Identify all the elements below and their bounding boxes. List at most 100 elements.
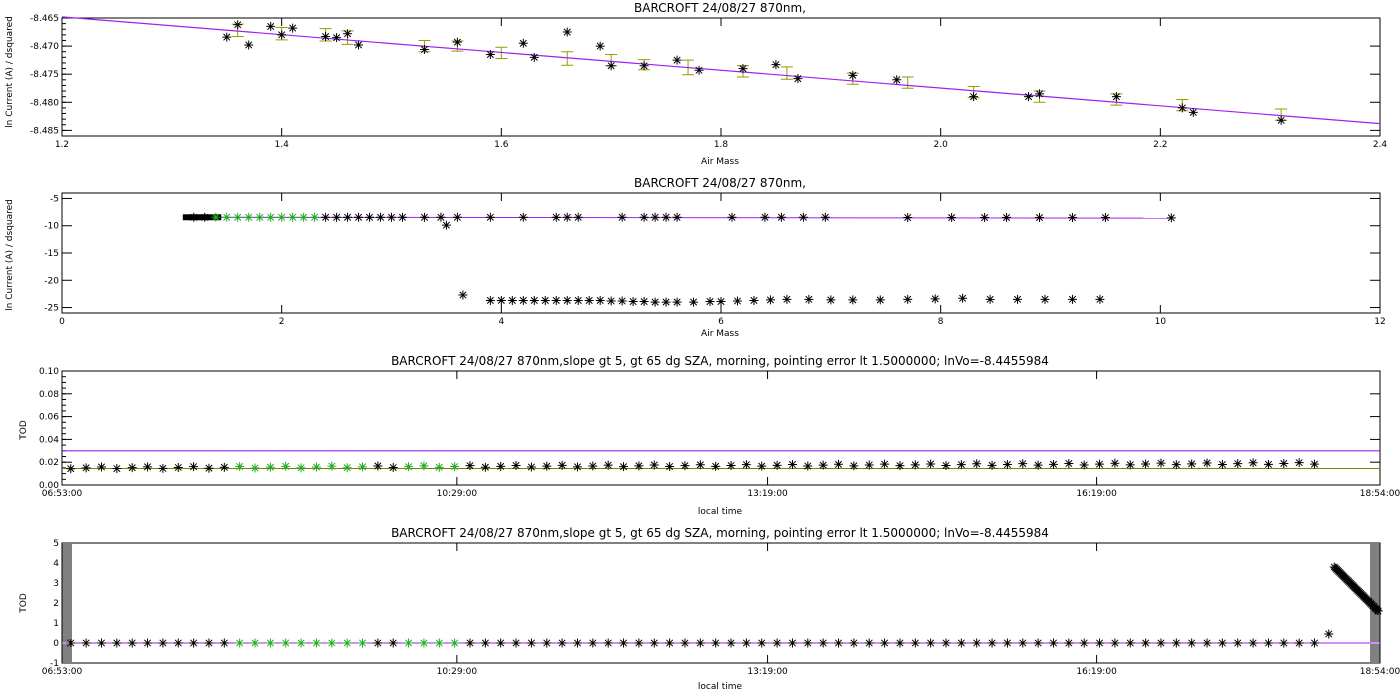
data-point xyxy=(956,638,966,648)
data-point xyxy=(634,638,644,648)
data-point xyxy=(661,212,671,222)
data-point xyxy=(551,295,561,305)
data-point xyxy=(711,461,721,471)
data-point xyxy=(1095,294,1105,304)
data-point xyxy=(958,293,968,303)
data-point xyxy=(732,296,742,306)
data-point xyxy=(1187,638,1197,648)
data-point xyxy=(910,638,920,648)
data-point xyxy=(895,638,905,648)
data-point xyxy=(776,212,786,222)
data-point xyxy=(81,638,91,648)
data-point xyxy=(518,295,528,305)
data-point xyxy=(617,296,627,306)
data-point xyxy=(705,297,715,307)
data-point xyxy=(1079,638,1089,648)
data-point xyxy=(434,638,444,648)
data-point xyxy=(485,50,495,60)
y-tick-label: -8.465 xyxy=(30,14,59,24)
data-point xyxy=(1177,103,1187,113)
data-point xyxy=(895,461,905,471)
x-tick-label: 1.2 xyxy=(55,140,69,150)
x-tick-label: 1.4 xyxy=(275,140,290,150)
data-point xyxy=(572,638,582,648)
chart-title: BARCROFT 24/08/27 870nm, xyxy=(634,1,806,15)
data-point xyxy=(1217,460,1227,470)
data-point xyxy=(542,638,552,648)
data-point xyxy=(665,462,675,472)
data-point xyxy=(397,212,407,222)
data-point xyxy=(926,638,936,648)
data-point xyxy=(127,463,137,473)
x-tick-label: 10 xyxy=(1155,317,1167,327)
data-point xyxy=(880,459,890,469)
y-axis-label: TOD xyxy=(19,420,29,441)
data-point xyxy=(798,212,808,222)
data-point xyxy=(1018,638,1028,648)
data-point xyxy=(327,461,337,471)
x-tick-label: 18:54:00 xyxy=(1360,489,1400,499)
data-point xyxy=(772,638,782,648)
data-point xyxy=(296,463,306,473)
data-point xyxy=(1064,638,1074,648)
data-point xyxy=(81,463,91,473)
data-point xyxy=(985,294,995,304)
data-point xyxy=(465,461,475,471)
data-point xyxy=(956,460,966,470)
data-point xyxy=(595,41,605,51)
data-point xyxy=(649,638,659,648)
data-point xyxy=(1095,459,1105,469)
data-point xyxy=(672,55,682,65)
data-point xyxy=(373,461,383,471)
data-point xyxy=(864,638,874,648)
data-point xyxy=(711,638,721,648)
data-point xyxy=(299,212,309,222)
x-tick-label: 6 xyxy=(718,317,724,327)
data-point xyxy=(189,212,199,222)
data-point xyxy=(250,463,260,473)
y-tick-label: -8.485 xyxy=(30,126,59,136)
data-point xyxy=(222,32,232,42)
data-point xyxy=(1276,115,1286,125)
data-point xyxy=(204,638,214,648)
data-point xyxy=(1279,458,1289,468)
x-tick-label: 1.6 xyxy=(494,140,509,150)
data-point xyxy=(358,462,368,472)
data-point xyxy=(1188,107,1198,117)
y-tick-label: -8.470 xyxy=(30,42,59,52)
x-tick-label: 16:19:00 xyxy=(1076,667,1117,677)
data-point xyxy=(617,212,627,222)
airmass-full-panel: BARCROFT 24/08/27 870nm, Air Mass ln Cur… xyxy=(5,176,1386,339)
x-tick-label: 2 xyxy=(279,317,285,327)
data-point xyxy=(222,212,232,222)
data-point xyxy=(606,61,616,71)
x-tick-label: 13:19:00 xyxy=(747,489,788,499)
data-point xyxy=(628,297,638,307)
error-bar xyxy=(561,51,574,66)
data-point xyxy=(233,212,243,222)
data-point xyxy=(189,638,199,648)
data-point xyxy=(542,461,552,471)
tod-full-panel: BARCROFT 24/08/27 870nm,slope gt 5, gt 6… xyxy=(19,526,1400,692)
x-axis-label: Air Mass xyxy=(701,157,739,167)
data-point xyxy=(903,294,913,304)
data-point xyxy=(557,638,567,648)
x-axis-label: local time xyxy=(698,507,743,517)
chart-title: BARCROFT 24/08/27 870nm, xyxy=(634,176,806,190)
data-point xyxy=(200,212,210,222)
data-point xyxy=(903,213,913,223)
data-point xyxy=(219,638,229,648)
x-tick-label: 13:19:00 xyxy=(747,667,788,677)
data-point xyxy=(250,638,260,648)
data-point xyxy=(452,37,462,47)
data-point xyxy=(526,462,536,472)
data-point xyxy=(603,460,613,470)
data-point xyxy=(281,638,291,648)
data-point xyxy=(288,23,298,33)
x-tick-label: 16:19:00 xyxy=(1076,489,1117,499)
data-point xyxy=(540,295,550,305)
data-point xyxy=(834,638,844,648)
data-point xyxy=(1202,638,1212,648)
y-tick-label: -10 xyxy=(44,222,59,232)
